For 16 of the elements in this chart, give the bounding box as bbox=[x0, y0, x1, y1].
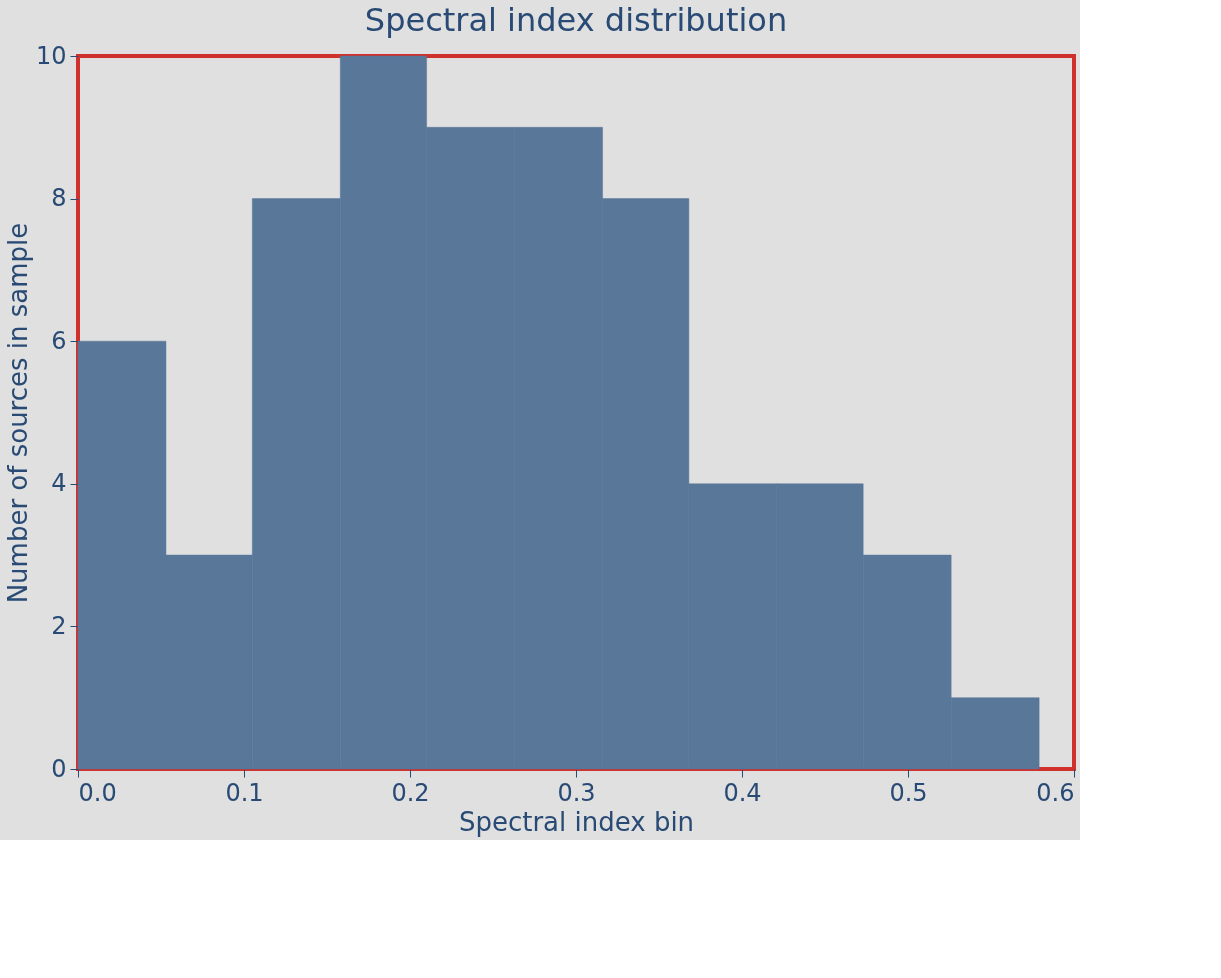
y-tick-label: 2 bbox=[51, 611, 67, 640]
x-tick-label: 0.6 bbox=[1036, 778, 1075, 807]
x-axis-title: Spectral index bin bbox=[458, 806, 695, 837]
y-tick-label: 10 bbox=[35, 41, 67, 70]
x-tick-label: 0.5 bbox=[889, 778, 928, 807]
x-tick-label: 0.3 bbox=[557, 778, 596, 807]
y-tick-label: 4 bbox=[51, 469, 67, 498]
x-tick-label: 0.2 bbox=[391, 778, 430, 807]
y-tick-label: 0 bbox=[51, 754, 67, 783]
x-tick-label: 0.0 bbox=[78, 778, 117, 807]
x-tick-label: 0.1 bbox=[225, 778, 264, 807]
x-tick-label: 0.4 bbox=[723, 778, 762, 807]
y-tick-label: 6 bbox=[51, 326, 67, 355]
chart-title: Spectral index distribution bbox=[364, 1, 788, 39]
y-tick-label: 8 bbox=[51, 184, 67, 213]
y-axis-title: Number of sources in sample bbox=[2, 222, 33, 604]
